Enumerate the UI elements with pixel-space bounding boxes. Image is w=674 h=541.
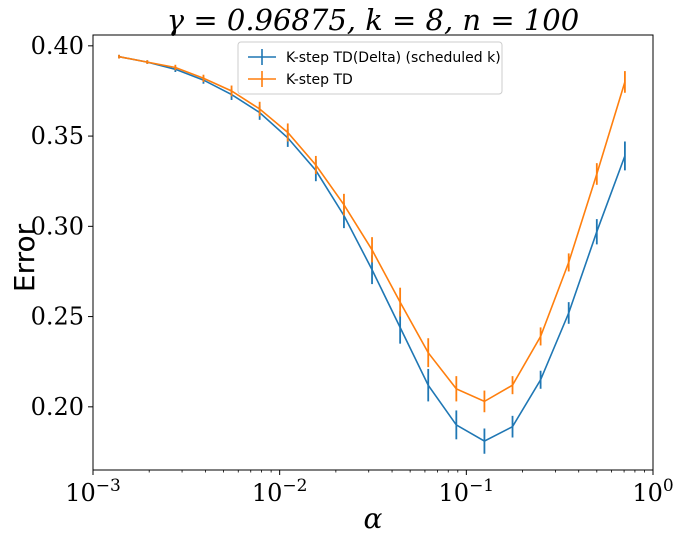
x-tick-label: 10−2 [252,476,308,507]
y-tick-label: 0.25 [31,303,84,331]
series-line-1 [118,55,626,403]
y-tick-label: 0.30 [31,212,84,240]
plot-area [92,34,654,471]
y-axis: 0.20 0.25 0.30 0.35 0.40 [31,32,93,421]
x-tick-label: 10−3 [65,476,121,507]
legend-item-0: K-step TD(Delta) (scheduled k) [248,49,501,66]
legend-box [237,41,503,95]
legend-label: K-step TD [286,72,353,88]
series-1 [118,54,626,413]
chart-title: γ = 0.96875, k = 8, n = 100 [167,3,579,37]
legend-label: K-step TD(Delta) (scheduled k) [286,50,501,66]
x-axis: 10−3 10−2 10−1 100 [65,470,674,507]
x-axis-label: α [364,502,383,535]
y-tick-label: 0.35 [31,122,84,150]
axes-frame [92,34,654,471]
y-tick-label: 0.20 [31,393,84,421]
x-tick-label: 100 [632,476,673,507]
y-axis-label: Error [8,223,41,292]
legend-item-1: K-step TD [248,71,353,88]
y-tick-label: 0.40 [31,32,84,60]
x-tick-label: 10−1 [439,476,495,507]
legend: K-step TD(Delta) (scheduled k) K-step TD [237,41,503,95]
